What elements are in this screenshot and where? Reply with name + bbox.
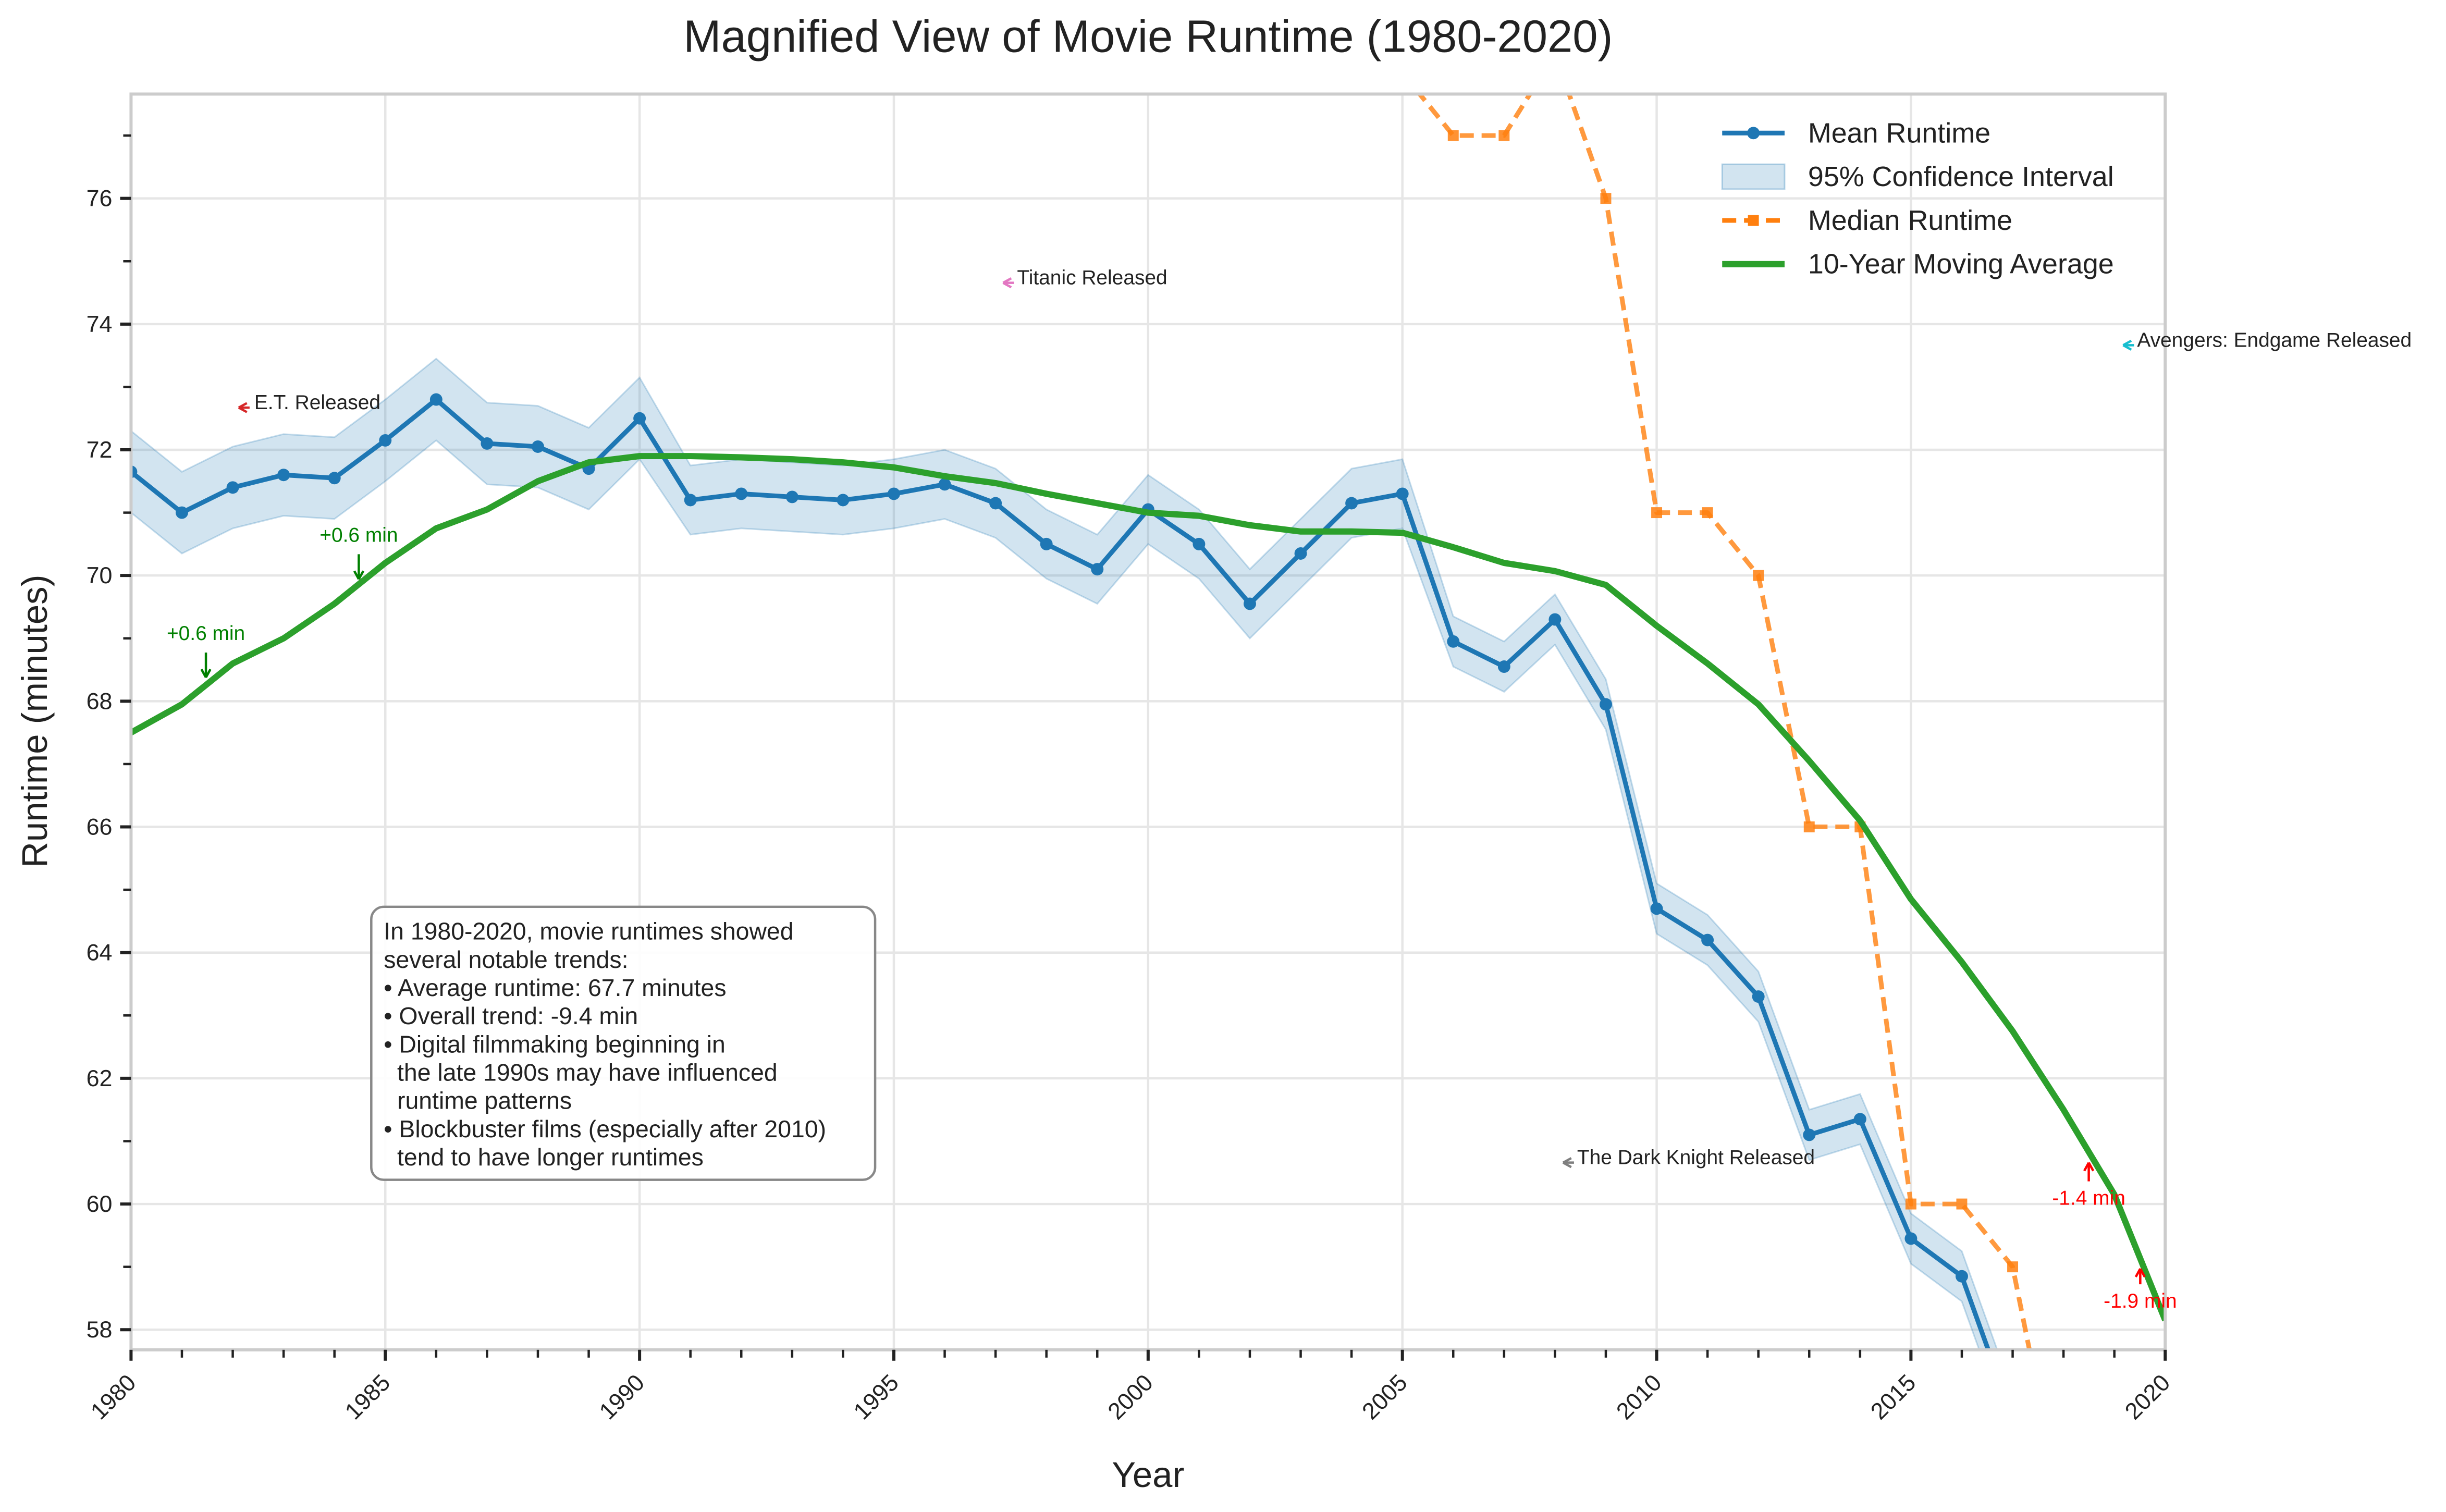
point (1803, 1128, 1816, 1141)
y-tick-label: 62 (87, 1065, 113, 1091)
legend-label: 10-Year Moving Average (1808, 249, 2114, 280)
annotation-arrowhead (1562, 1157, 1572, 1169)
x-axis-label: Year (1112, 1455, 1184, 1495)
point (1956, 1270, 1968, 1283)
point (1193, 537, 1206, 550)
annotation: The Dark Knight Released (1577, 1147, 1815, 1169)
point (1396, 487, 1409, 500)
annotation-arrowhead (238, 402, 248, 413)
point (1497, 660, 1510, 673)
point (1345, 497, 1358, 510)
point (1498, 130, 1510, 141)
point (837, 494, 850, 507)
point (532, 440, 544, 453)
confidence-band (131, 358, 1998, 1350)
point (1651, 507, 1663, 519)
y-tick-label: 60 (87, 1190, 113, 1217)
y-tick-label: 74 (87, 311, 113, 337)
annotation-arrowhead (200, 669, 212, 678)
y-tick-label: 68 (87, 687, 113, 714)
text-box-line: tend to have longer runtimes (384, 1144, 704, 1171)
point (1702, 507, 1713, 519)
point (1803, 821, 1815, 833)
y-tick-label: 66 (87, 813, 113, 840)
point (785, 490, 798, 503)
legend: Mean Runtime 95% Confidence Interval Media… (1721, 117, 2114, 280)
text-box-line: • Blockbuster films (especially after 20… (384, 1115, 826, 1142)
annotation: Avengers: Endgame Released (2137, 329, 2412, 351)
point (1701, 933, 1714, 946)
point (1853, 1113, 1866, 1126)
annotation: -1.9 min (2104, 1290, 2177, 1312)
legend-marker (1747, 127, 1760, 140)
point (176, 506, 188, 519)
y-tick-label: 76 (87, 185, 113, 212)
text-box-line: several notable trends: (384, 946, 628, 973)
legend-marker (1748, 215, 1759, 226)
point (1904, 1232, 1918, 1245)
point (1905, 1198, 1916, 1210)
annotation-arrowhead (2083, 1162, 2095, 1172)
text-box-line: In 1980-2020, movie runtimes showed (384, 918, 793, 945)
point (481, 437, 494, 450)
annotation: +0.6 min (319, 524, 398, 546)
point (938, 478, 951, 491)
text-box (370, 905, 877, 1181)
text-box-line: • Overall trend: -9.4 min (384, 1002, 638, 1029)
point (735, 487, 748, 500)
point (1091, 563, 1104, 576)
y-tick-label: 58 (87, 1316, 113, 1343)
point (1600, 698, 1612, 711)
legend-swatch (1721, 163, 1786, 190)
annotation: -1.4 min (2052, 1187, 2125, 1209)
point (328, 472, 341, 485)
annotations: E.T. Released Titanic Released Avengers: E… (167, 267, 2412, 1312)
point (277, 469, 290, 482)
point (1650, 902, 1663, 915)
y-tick-label: 64 (87, 939, 113, 966)
text-box-line: runtime patterns (384, 1087, 572, 1114)
chart-title: Magnified View of Movie Runtime (1980-20… (683, 11, 1613, 62)
text-box-line: the late 1990s may have influenced (384, 1059, 777, 1086)
point (226, 481, 239, 494)
point (2007, 1261, 2019, 1273)
point (1600, 193, 1612, 204)
annotation-arrowhead (2134, 1268, 2146, 1278)
point (379, 434, 392, 447)
legend-label: Median Runtime (1808, 205, 2012, 236)
text-box-line: • Average runtime: 67.7 minutes (384, 974, 726, 1001)
annotation: +0.6 min (167, 622, 245, 645)
point (1040, 537, 1053, 550)
legend-label: 95% Confidence Interval (1808, 161, 2114, 192)
point (1447, 635, 1460, 648)
point (429, 393, 443, 406)
point (1956, 1198, 1968, 1210)
point (1294, 547, 1307, 560)
legend-label: Mean Runtime (1808, 117, 1990, 149)
point (888, 487, 900, 500)
point (1548, 613, 1562, 626)
annotation-arrowhead (2122, 339, 2132, 351)
point (1244, 597, 1256, 610)
annotation-arrowhead (353, 570, 364, 580)
y-tick-label: 72 (87, 436, 113, 463)
annotation: Titanic Released (1017, 267, 1167, 289)
point (1752, 990, 1765, 1003)
series-line (131, 453, 2166, 1322)
point (633, 412, 646, 425)
point (1447, 130, 1459, 141)
point (684, 494, 697, 507)
annotation-arrowhead (1002, 277, 1012, 289)
point (989, 497, 1002, 510)
y-tick-label: 70 (87, 562, 113, 588)
text-box-line: • Digital filmmaking beginning in (384, 1030, 726, 1058)
point (1753, 570, 1764, 581)
y-axis-label: Runtime (minutes) (15, 575, 55, 868)
annotation: E.T. Released (254, 391, 380, 414)
